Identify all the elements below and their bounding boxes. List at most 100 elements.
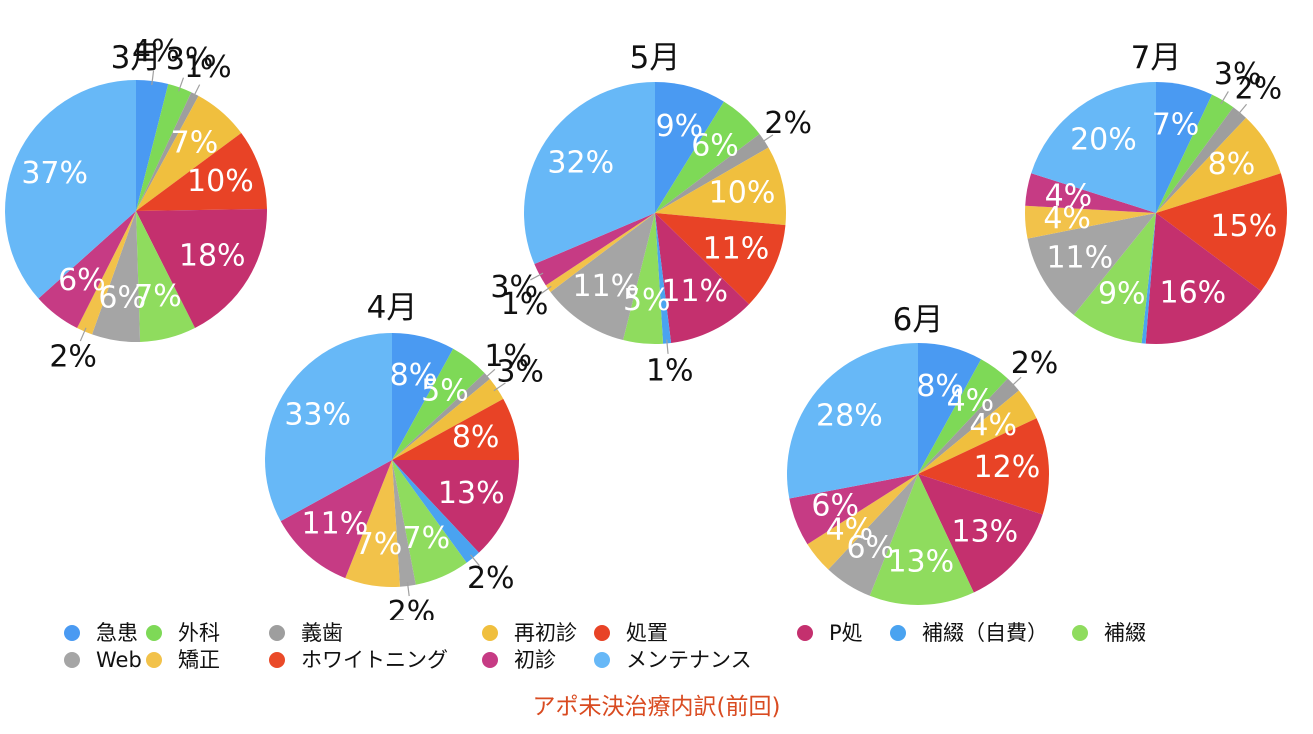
- slice-value-label: 6%: [58, 263, 106, 298]
- pie-slice: [655, 213, 750, 344]
- pie-3: 5月9%6%2%10%11%11%1%5%11%1%3%32%: [490, 40, 812, 389]
- legend-label: 矯正: [178, 648, 220, 672]
- slice-value-label: 12%: [974, 450, 1041, 485]
- slice-leader-line: [79, 327, 87, 342]
- slice-leader-line: [760, 134, 774, 144]
- slice-value-label: 2%: [49, 339, 97, 374]
- legend-item: ホワイトニング: [269, 649, 448, 671]
- pie-slice: [534, 213, 655, 286]
- slice-value-label: 3%: [490, 270, 538, 305]
- legend-label: 初診: [514, 648, 556, 672]
- pie-slice: [136, 208, 267, 328]
- legend-swatch: [890, 625, 906, 641]
- slice-value-label: 8%: [1208, 147, 1256, 182]
- slice-leader-line: [406, 582, 410, 597]
- slice-value-label: 3%: [166, 42, 214, 77]
- pie-slice: [545, 213, 655, 292]
- legend-item: メンテナンス: [594, 649, 752, 671]
- slice-value-label: 18%: [179, 239, 246, 274]
- slice-value-label: 4%: [132, 34, 180, 69]
- legend-label: Web: [96, 648, 142, 672]
- pie-5: 7月 7% 3%2% 8% 15% 16% 9%11% 4%4% 20%: [1024, 40, 1287, 344]
- slice-value-label: 4%: [1043, 201, 1091, 236]
- slice-value-label: 11%: [661, 274, 728, 309]
- legend-item: 義歯: [269, 622, 343, 644]
- pie-slice: [136, 211, 195, 342]
- pie-slice: [392, 333, 454, 460]
- pie-slice: [345, 460, 400, 587]
- slice-value-label: 5%: [623, 283, 671, 318]
- pie-slice: [392, 398, 519, 460]
- slice-value-label: 5%: [421, 373, 469, 408]
- slice-value-label: 15%: [1211, 209, 1278, 244]
- slice-leader-line: [192, 84, 201, 98]
- legend-swatch: [594, 652, 610, 668]
- slice-value-label: 13%: [887, 545, 954, 580]
- pie-title: 6月: [893, 302, 944, 338]
- pie-charts-area: 3月4%3%1%7%10%18%7%6%2%6%37%4月8%5%1%3%8%1…: [5, 34, 1287, 620]
- slice-leader-line: [493, 382, 506, 392]
- slice-leader-line: [470, 554, 480, 567]
- slice-value-label: 3%: [1214, 57, 1262, 92]
- legend-label: 外科: [178, 621, 220, 645]
- slice-value-label: 7%: [134, 279, 182, 314]
- pie-slice: [265, 333, 392, 522]
- chart-legend: 急患 外科 義歯 再初診 処置 P処 補綴（自費） 補綴 Web 矯正 ホワイトニング 初診 メンテナン…: [64, 622, 1284, 678]
- pie-slice: [918, 418, 1050, 515]
- slice-value-label: 1%: [484, 339, 532, 374]
- slice-value-label: 3%: [496, 354, 544, 389]
- pie-slice: [655, 101, 760, 213]
- legend-item: 処置: [594, 622, 668, 644]
- pie-slice: [655, 134, 769, 213]
- slice-value-label: 6%: [98, 281, 146, 316]
- legend-swatch: [482, 625, 498, 641]
- slice-value-label: 9%: [656, 109, 704, 144]
- pie-title: 4月: [367, 290, 418, 326]
- pie-title: 5月: [630, 40, 681, 76]
- pie-slice: [1073, 213, 1156, 344]
- legend-swatch: [64, 625, 80, 641]
- legend-label: 再初診: [514, 621, 577, 645]
- slice-value-label: 13%: [438, 476, 505, 511]
- pie-slice: [136, 133, 267, 211]
- pie-slice: [77, 211, 136, 335]
- legend-swatch: [797, 625, 813, 641]
- legend-item: Web: [64, 649, 142, 671]
- slice-value-label: 8%: [916, 369, 964, 404]
- pie-slice: [523, 82, 655, 265]
- slice-value-label: 1%: [184, 50, 232, 85]
- pie-slice: [1025, 173, 1156, 213]
- slice-value-label: 11%: [572, 269, 639, 304]
- slice-value-label: 28%: [816, 399, 883, 434]
- legend-label: 補綴（自費）: [922, 621, 1048, 645]
- pie-slice: [392, 348, 485, 460]
- legend-item: 急患: [64, 622, 138, 644]
- pie-slice: [786, 343, 918, 499]
- slice-value-label: 7%: [171, 125, 219, 160]
- slice-value-label: 8%: [390, 358, 438, 393]
- slice-value-label: 16%: [1159, 276, 1226, 311]
- legend-label: 処置: [626, 621, 668, 645]
- slice-value-label: 2%: [764, 106, 812, 141]
- legend-item: 再初診: [482, 622, 577, 644]
- slice-leader-line: [484, 368, 496, 379]
- slice-leader-line: [666, 339, 669, 354]
- slice-value-label: 9%: [1098, 277, 1146, 312]
- pie-slice: [655, 213, 672, 344]
- legend-item: 初診: [482, 649, 556, 671]
- legend-label: P処: [829, 621, 863, 645]
- slice-value-label: 7%: [355, 527, 403, 562]
- pie-slice: [550, 213, 655, 341]
- slice-value-label: 33%: [284, 398, 351, 433]
- pie-slice: [136, 84, 192, 211]
- pie-slice: [392, 460, 479, 563]
- slice-value-label: 13%: [951, 514, 1018, 549]
- legend-item: 外科: [146, 622, 220, 644]
- slice-value-label: 37%: [21, 156, 88, 191]
- pie-slice: [1156, 94, 1234, 213]
- slice-value-label: 6%: [811, 488, 859, 523]
- pie-slice: [1024, 205, 1156, 239]
- pie-slice: [918, 390, 1037, 474]
- pie-slice: [655, 82, 724, 213]
- pie-slice: [1141, 213, 1156, 344]
